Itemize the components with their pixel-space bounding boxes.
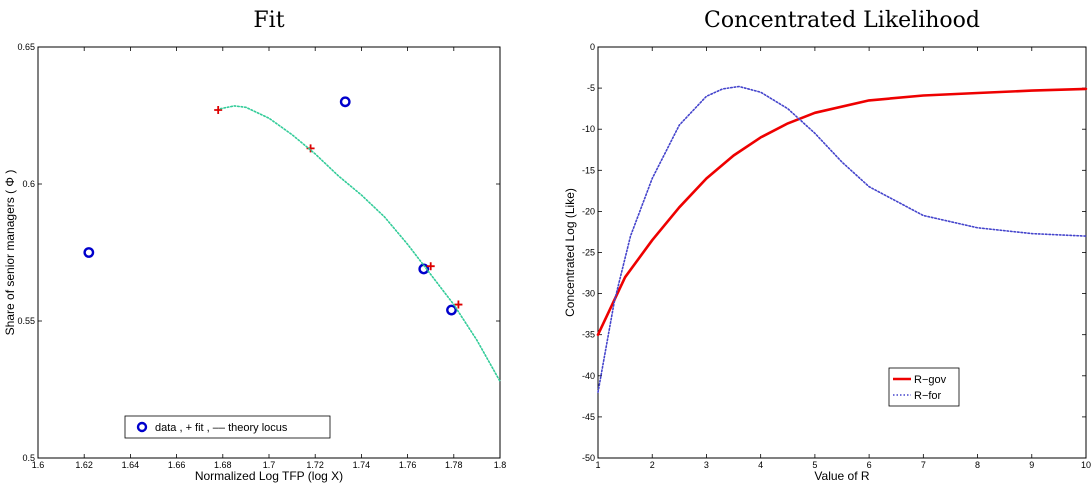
y-tick-label: -25 <box>582 248 595 258</box>
legend-box <box>888 367 960 407</box>
legend-text: data , + fit , –– theory locus <box>155 422 288 434</box>
x-tick-label: 1.76 <box>399 460 417 470</box>
y-axis-label: Concentrated Log (Like) <box>563 188 577 317</box>
y-tick-label: 0.55 <box>17 316 35 326</box>
y-axis-label: Share of senior managers ( Φ ) <box>3 170 17 336</box>
data-point <box>83 247 95 258</box>
x-tick-label: 9 <box>1029 460 1034 470</box>
x-tick-label: 3 <box>704 460 709 470</box>
x-tick-label: 10 <box>1081 460 1091 470</box>
likelihood-chart: Concentrated Likelihood 1 2 3 4 5 6 7 8 9 10 0 -5 -10… <box>563 8 1091 483</box>
x-tick-label: 1.78 <box>445 460 463 470</box>
series-line-r-for <box>597 85 1087 394</box>
y-tick-label: -30 <box>582 289 595 299</box>
x-tick-label: 1.64 <box>122 460 140 470</box>
chart-title: Fit <box>253 8 284 33</box>
x-tick-label: 1.7 <box>263 460 276 470</box>
fit-point <box>306 144 315 153</box>
legend-entry: R−gov <box>914 374 947 386</box>
y-tick-label: -5 <box>587 83 595 93</box>
y-tick-label: 0.6 <box>22 179 35 189</box>
axes-frame <box>597 46 1087 459</box>
x-tick-label: 2 <box>650 460 655 470</box>
x-axis-label: Normalized Log TFP (log X) <box>195 469 343 483</box>
y-tick-label: -50 <box>582 453 595 463</box>
fit-point <box>214 106 223 115</box>
chart-title: Concentrated Likelihood <box>704 8 980 33</box>
fit-chart: Fit 1.6 1.62 1.64 1.66 1.68 1.7 1.72 1.74 1.76 1.7… <box>3 8 506 483</box>
x-tick-label: 1.68 <box>214 460 232 470</box>
y-tick-label: 0.5 <box>22 453 35 463</box>
x-tick-label: 1.72 <box>306 460 324 470</box>
y-tick-label: 0.65 <box>17 42 35 52</box>
y-tick-label: -35 <box>582 330 595 340</box>
y-tick-label: -10 <box>582 124 595 134</box>
x-tick-label: 4 <box>758 460 763 470</box>
x-axis-label: Value of R <box>814 469 869 483</box>
theory-locus-line <box>219 105 501 383</box>
x-tick-label: 8 <box>975 460 980 470</box>
x-tick-label: 1.6 <box>32 460 45 470</box>
y-tick-label: -15 <box>582 165 595 175</box>
y-tick-label: 0 <box>590 42 595 52</box>
y-tick-label: -45 <box>582 412 595 422</box>
x-tick-label: 1 <box>595 460 600 470</box>
legend-circle-marker <box>136 421 148 433</box>
x-tick-label: 1.62 <box>75 460 93 470</box>
data-point <box>339 96 351 108</box>
x-tick-label: 5 <box>812 460 817 470</box>
fit-point <box>454 300 463 309</box>
fit-point <box>426 262 435 271</box>
x-tick-label: 1.74 <box>353 460 371 470</box>
legend-box <box>124 415 331 439</box>
legend-entry: R−for <box>914 390 942 402</box>
y-tick-label: -20 <box>582 206 595 216</box>
data-point <box>446 304 457 316</box>
x-tick-label: 1.8 <box>494 460 507 470</box>
y-tick-label: -40 <box>582 371 595 381</box>
x-tick-label: 1.66 <box>168 460 186 470</box>
x-tick-label: 6 <box>867 460 872 470</box>
x-tick-label: 7 <box>921 460 926 470</box>
axes-frame <box>37 46 501 459</box>
series-line-r-gov <box>596 87 1088 337</box>
